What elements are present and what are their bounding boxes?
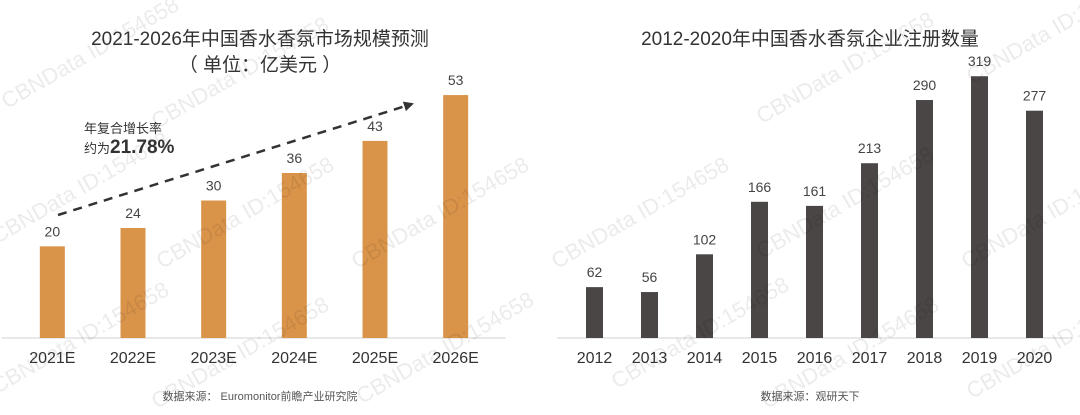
data-label: 102 xyxy=(693,231,717,247)
x-tick-label: 2019 xyxy=(962,350,998,367)
cagr-annotation: 年复合增长率 约为21.78% xyxy=(84,118,174,159)
x-tick-label: 2012 xyxy=(577,350,613,367)
bar xyxy=(751,201,768,338)
chart-title: 2021-2026年中国香水香氛市场规模预测 xyxy=(91,29,429,50)
data-label: 20 xyxy=(45,223,61,239)
x-tick-label: 2021E xyxy=(29,350,75,367)
bar xyxy=(39,246,65,338)
x-tick-label: 2025E xyxy=(352,350,398,367)
x-tick-label: 2022E xyxy=(110,350,156,367)
bar xyxy=(1026,110,1043,339)
data-label: 319 xyxy=(968,53,992,69)
x-tick-label: 2017 xyxy=(852,350,888,367)
bar xyxy=(201,200,227,338)
x-tick-label: 2024E xyxy=(271,350,317,367)
bar xyxy=(443,95,469,338)
bar xyxy=(861,163,878,338)
data-label: 213 xyxy=(858,140,882,156)
data-label: 161 xyxy=(803,183,827,199)
bar xyxy=(362,140,388,338)
bar xyxy=(281,173,307,338)
x-tick-label: 2023E xyxy=(191,350,237,367)
market-size-bar-chart: 20 2021E 24 2022E 30 2023E 36 2024E 43 2025E 53 202… xyxy=(2,72,506,367)
bar xyxy=(120,228,146,338)
chart-title: 2012-2020年中国香水香氛企业注册数量 xyxy=(641,29,979,50)
data-label: 43 xyxy=(367,118,383,134)
bar xyxy=(916,100,933,338)
chart-subtitle: （ 单位：亿美元 ） xyxy=(178,55,342,76)
data-label: 36 xyxy=(287,150,303,166)
x-tick-label: 2016 xyxy=(797,350,833,367)
data-label: 56 xyxy=(642,269,658,285)
registration-bar-chart: 62 2012 56 2013 102 2014 166 2015 161 2016 213 2017… xyxy=(557,53,1072,367)
bar xyxy=(641,292,658,338)
bar xyxy=(806,205,823,338)
data-label: 30 xyxy=(206,178,222,194)
data-label: 277 xyxy=(1023,88,1047,104)
company-registration-chart-panel: 2012-2020年中国香水香氛企业注册数量 62 2012 56 2013 102 20… xyxy=(540,0,1080,415)
data-label: 24 xyxy=(125,205,141,221)
x-tick-label: 2026E xyxy=(433,350,479,367)
market-size-chart-panel: 2021-2026年中国香水香氛市场规模预测 （ 单位：亿美元 ） 20 2021… xyxy=(0,0,520,415)
bar xyxy=(696,254,713,338)
bar xyxy=(586,287,603,338)
x-tick-label: 2018 xyxy=(907,350,943,367)
data-label: 290 xyxy=(913,77,937,93)
x-tick-label: 2015 xyxy=(742,350,778,367)
bar xyxy=(971,76,988,338)
cagr-prefix: 约为 xyxy=(84,141,111,156)
cagr-value: 21.78% xyxy=(110,137,175,158)
cagr-label: 年复合增长率 xyxy=(84,121,163,136)
data-label: 53 xyxy=(448,72,464,88)
data-label: 62 xyxy=(587,264,603,280)
chart-source: 数据来源：观研天下 xyxy=(760,391,860,403)
x-tick-label: 2013 xyxy=(632,350,668,367)
x-tick-label: 2020 xyxy=(1017,350,1053,367)
data-label: 166 xyxy=(748,179,772,195)
x-tick-label: 2014 xyxy=(687,350,723,367)
trend-arrow xyxy=(57,101,414,217)
chart-source: 数据来源： Euromonitor前瞻产业研究院 xyxy=(162,391,358,403)
